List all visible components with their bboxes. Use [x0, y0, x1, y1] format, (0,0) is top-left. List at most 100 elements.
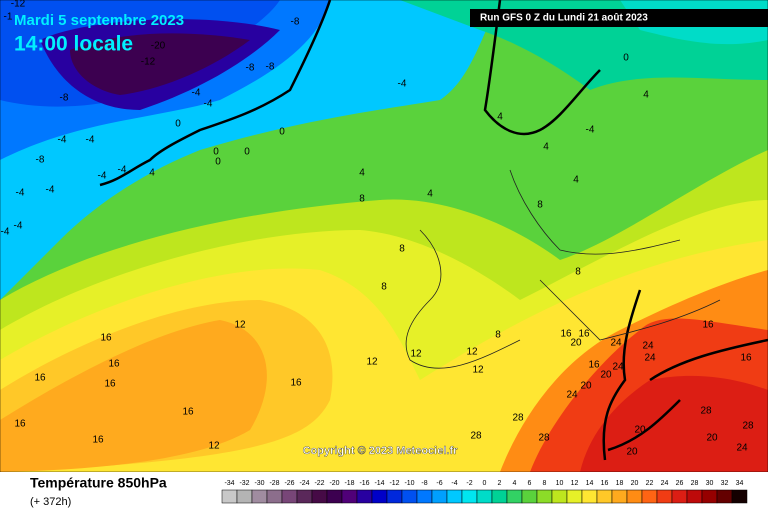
scale-swatch [386, 489, 403, 504]
scale-swatch [281, 489, 298, 504]
contour-label: 8 [537, 200, 543, 211]
scale-label: 12 [571, 480, 579, 487]
contour-label: 4 [497, 112, 503, 123]
contour-label: -4 [58, 135, 67, 146]
contour-label: -20 [151, 41, 166, 52]
contour-label: 4 [543, 142, 549, 153]
scale-label: -34 [224, 480, 234, 487]
contour-label: 12 [472, 365, 484, 376]
contour-label: 16 [108, 359, 120, 370]
contour-label: 24 [644, 353, 656, 364]
forecast-time: 14:00 locale [14, 33, 133, 56]
scale-label: -30 [254, 480, 264, 487]
contour-label: 16 [14, 419, 26, 430]
contour-label: 4 [427, 189, 433, 200]
scale-label: 4 [513, 480, 517, 487]
scale-swatch [641, 489, 658, 504]
copyright: Copyright © 2023 Meteociel.fr [303, 445, 459, 457]
contour-label: 12 [410, 349, 422, 360]
scale-label: -10 [404, 480, 414, 487]
scale-swatch [326, 489, 343, 504]
contour-label: -12 [11, 0, 26, 10]
contour-label: 20 [570, 338, 582, 349]
contour-label: -1 [4, 12, 13, 23]
contour-label: 0 [623, 53, 629, 64]
contour-label: 24 [612, 362, 624, 373]
scale-swatch [401, 489, 418, 504]
contour-label: 16 [92, 435, 104, 446]
contour-label: -4 [46, 185, 55, 196]
scale-label: -4 [451, 480, 457, 487]
scale-swatch [251, 489, 268, 504]
contour-label: 8 [381, 282, 387, 293]
contour-label: -12 [141, 57, 156, 68]
scale-swatch [221, 489, 238, 504]
run-box [470, 9, 768, 27]
contour-label: -4 [192, 88, 201, 99]
scale-swatch [356, 489, 373, 504]
color-scale: -34 -32 -30 -28 -26 -24 -22 -20 -18 -16 -14 -12 -10-… [221, 480, 748, 504]
scale-label: -12 [389, 480, 399, 487]
contour-label: 0 [279, 127, 285, 138]
contour-label: -4 [16, 188, 25, 199]
contour-label: 24 [566, 390, 578, 401]
variable-name: Température 850hPa [30, 475, 167, 491]
contour-label: 0 [215, 157, 221, 168]
scale-label: 24 [661, 480, 669, 487]
contour-label: 28 [700, 406, 712, 417]
scale-swatch [296, 489, 313, 504]
scale-swatch [731, 489, 748, 504]
contour-label: -8 [60, 93, 69, 104]
scale-label: -22 [314, 480, 324, 487]
contour-label: 0 [213, 147, 219, 158]
scale-swatch [521, 489, 538, 504]
scale-label: -26 [284, 480, 294, 487]
scale-label: -16 [359, 480, 369, 487]
contour-label: 20 [580, 381, 592, 392]
scale-label: 16 [601, 480, 609, 487]
contour-label: 4 [359, 168, 365, 179]
contour-label: 16 [588, 360, 600, 371]
scale-label: 10 [556, 480, 564, 487]
scale-swatch [656, 489, 673, 504]
scale-swatch [716, 489, 733, 504]
map-background [0, 0, 768, 473]
contour-label: 28 [512, 413, 524, 424]
contour-label: 12 [366, 357, 378, 368]
scale-swatch [476, 489, 493, 504]
scale-swatch [266, 489, 283, 504]
contour-label: 20 [634, 425, 646, 436]
scale-swatch [581, 489, 598, 504]
contour-label: -8 [36, 155, 45, 166]
scale-label: -28 [269, 480, 279, 487]
scale-swatch [536, 489, 553, 504]
contour-label: 16 [702, 320, 714, 331]
scale-swatch [341, 489, 358, 504]
borders [405, 169, 721, 369]
lead-time: (+ 372h) [30, 496, 71, 508]
contour-label: 28 [538, 433, 550, 444]
scale-label: 22 [646, 480, 654, 487]
scale-label: 34 [736, 480, 744, 487]
contour-label: -4 [14, 221, 23, 232]
contour-label: 0 [175, 119, 181, 130]
scale-swatch [236, 489, 253, 504]
scale-label: -24 [299, 480, 309, 487]
coastlines [99, 0, 768, 461]
scale-label: -32 [239, 480, 249, 487]
scale-swatch [371, 489, 388, 504]
scale-swatch [686, 489, 703, 504]
contour-label: 24 [736, 443, 748, 454]
scale-swatch [446, 489, 463, 504]
contour-label: 4 [573, 175, 579, 186]
contour-label: -4 [1, 227, 10, 238]
scale-label: 0 [483, 480, 487, 487]
contour-label: 8 [399, 244, 405, 255]
scale-swatch [566, 489, 583, 504]
scale-swatch [431, 489, 448, 504]
scale-label: 6 [528, 480, 532, 487]
contour-label: 16 [104, 379, 116, 390]
scale-label: 2 [498, 480, 502, 487]
scale-swatch [671, 489, 688, 504]
